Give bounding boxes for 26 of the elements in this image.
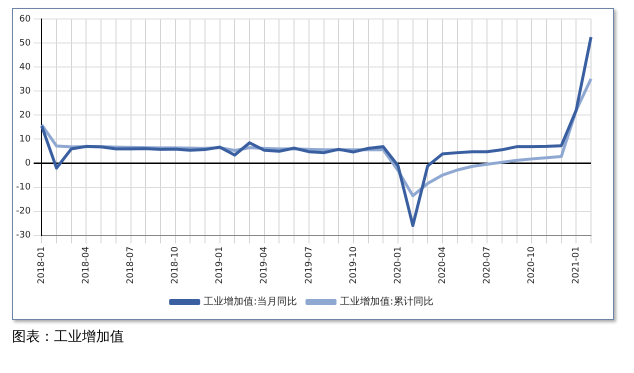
y-tick-label: 60 [19,14,31,24]
legend-label: 工业增加值:当月同比 [204,296,298,308]
legend-label: 工业增加值:累计同比 [340,296,434,308]
x-tick-label: 2020-10 [526,246,537,284]
x-tick-label: 2020-01 [393,246,404,284]
x-tick-label: 2018-07 [126,246,136,284]
x-tick-label: 2018-10 [170,246,181,284]
x-tick-label: 2019-07 [304,246,314,284]
y-tick-label: -30 [16,230,31,241]
x-tick-label: 2019-10 [348,246,359,284]
x-tick-label: 2018-04 [82,246,92,284]
y-tick-label: 40 [19,62,31,72]
x-tick-label: 2019-01 [215,246,226,284]
x-tick-label: 2020-04 [438,246,448,284]
y-tick-label: 10 [19,134,31,145]
y-tick-label: 20 [19,110,31,121]
y-tick-label: 0 [24,158,31,169]
y-tick-label: 50 [19,38,31,48]
x-tick-label: 2021-01 [572,246,582,284]
y-tick-label: 30 [19,86,31,96]
text: 图表：工业增加值 [12,328,125,346]
x-tick-label: 2019-04 [260,246,270,284]
x-tick-label: 2018-01 [37,246,48,284]
y-tick-label: -20 [16,206,31,217]
x-tick-label: 2020-07 [482,246,492,284]
y-tick-label: -10 [16,182,31,193]
